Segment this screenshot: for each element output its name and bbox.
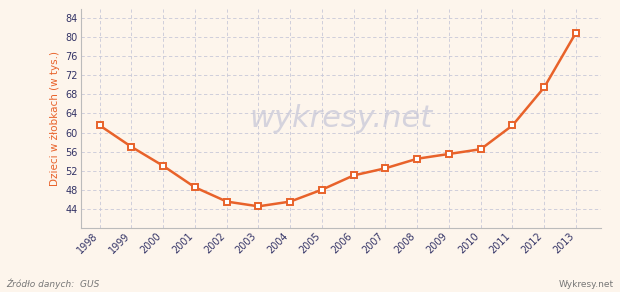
Text: Źródło danych:  GUS: Źródło danych: GUS [6,279,100,289]
Text: Wykresy.net: Wykresy.net [559,280,614,289]
Y-axis label: Dzieci w żłobkach (w tys.): Dzieci w żłobkach (w tys.) [50,51,60,186]
Text: wykresy.net: wykresy.net [249,104,433,133]
